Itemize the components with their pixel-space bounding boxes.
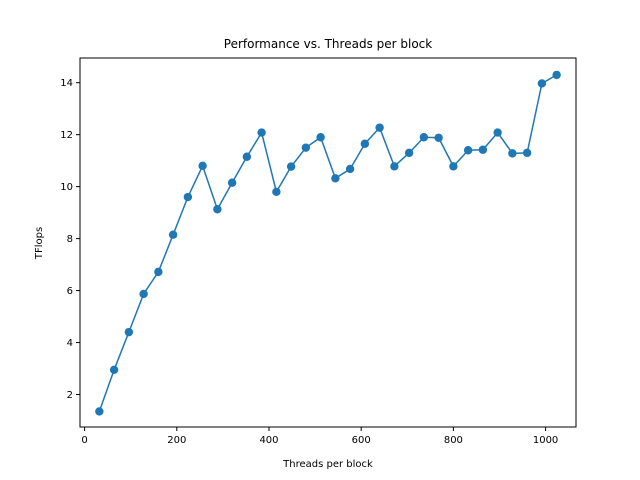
data-point [463, 146, 473, 155]
data-point [390, 162, 399, 171]
data-point [109, 365, 119, 375]
data-point [139, 289, 148, 299]
x-axis-ticks: 0 200 400 600 800 1000 [81, 427, 558, 446]
data-point [316, 133, 325, 142]
data-point [331, 174, 340, 183]
x-tick-label: 600 [352, 435, 371, 446]
x-axis-label: Threads per block [282, 459, 373, 470]
data-point [360, 139, 370, 148]
data-point [552, 70, 561, 80]
y-tick-label: 14 [60, 78, 73, 89]
data-point [537, 79, 547, 88]
data-point [508, 149, 517, 158]
data-point [198, 161, 207, 171]
y-tick-label: 4 [67, 338, 73, 349]
y-axis-label: TFlops [34, 227, 45, 260]
data-point [404, 148, 414, 158]
data-point [213, 205, 222, 214]
data-point [124, 327, 134, 337]
data-point [478, 145, 488, 154]
y-axis-ticks: 2 4 6 8 10 12 14 [60, 78, 80, 401]
data-point [375, 123, 384, 132]
data-point [522, 148, 532, 158]
data-point [183, 192, 193, 202]
data-point [95, 407, 104, 416]
x-tick-label: 0 [81, 435, 87, 446]
series-layer [95, 70, 561, 416]
data-point [286, 162, 296, 171]
data-point [419, 133, 429, 142]
x-tick-label: 200 [167, 435, 186, 446]
data-point [449, 162, 458, 171]
chart-title: Performance vs. Threads per block [224, 37, 433, 51]
y-tick-label: 8 [67, 234, 73, 245]
x-tick-label: 400 [259, 435, 278, 446]
data-point [168, 230, 178, 239]
y-tick-label: 10 [60, 182, 73, 193]
data-point [227, 178, 237, 187]
data-point [154, 267, 163, 277]
data-point [257, 128, 266, 137]
x-tick-label: 800 [444, 435, 463, 446]
data-point [301, 143, 311, 152]
y-tick-label: 12 [60, 130, 73, 141]
x-tick-label: 1000 [533, 435, 558, 446]
plot-frame [79, 57, 577, 428]
y-tick-label: 6 [67, 286, 73, 297]
data-point [242, 152, 252, 161]
data-point [272, 187, 281, 197]
data-point [434, 133, 443, 142]
data-point [493, 128, 502, 137]
data-point [345, 164, 355, 174]
y-tick-label: 2 [67, 390, 73, 401]
